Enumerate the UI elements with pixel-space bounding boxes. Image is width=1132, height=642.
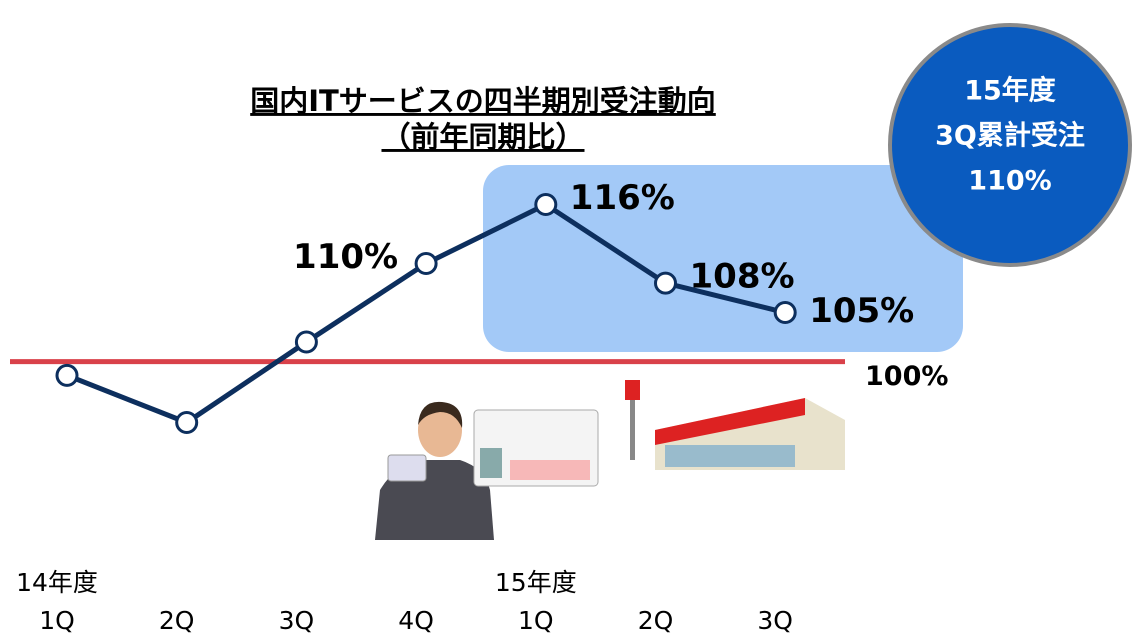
chart: 国内ITサービスの四半期別受注動向 （前年同期比） 100% 1Q 14年度 2Q 3Q…	[0, 0, 1132, 638]
data-point	[177, 413, 197, 433]
data-point	[296, 332, 316, 352]
value-label: 108%	[690, 257, 795, 297]
badge-text: 15年度	[964, 75, 1056, 107]
value-label: 110%	[293, 237, 398, 277]
reference-label: 100%	[865, 361, 948, 392]
year-label: 15年度	[495, 568, 577, 597]
illustration-person	[375, 402, 598, 540]
x-tick-label: 2Q	[638, 606, 674, 635]
data-point	[656, 273, 676, 293]
x-tick-label: 2Q	[159, 606, 195, 635]
chart-title: 国内ITサービスの四半期別受注動向	[250, 84, 716, 118]
data-point	[416, 253, 436, 273]
x-tick-label: 3Q	[279, 606, 315, 635]
badge-text: 3Q累計受注	[935, 120, 1085, 152]
x-tick-label: 4Q	[398, 606, 434, 635]
data-point	[775, 303, 795, 323]
chart-subtitle: （前年同期比）	[381, 120, 584, 154]
year-label: 14年度	[16, 568, 98, 597]
x-tick-label: 1Q	[39, 606, 75, 635]
value-label: 116%	[570, 178, 675, 218]
data-point	[536, 195, 556, 215]
x-tick-label: 1Q	[518, 606, 554, 635]
data-point	[57, 365, 77, 385]
value-label: 105%	[809, 291, 914, 331]
illustration-store	[625, 380, 845, 470]
x-tick-label: 3Q	[757, 606, 793, 635]
badge-text: 110%	[968, 166, 1051, 197]
